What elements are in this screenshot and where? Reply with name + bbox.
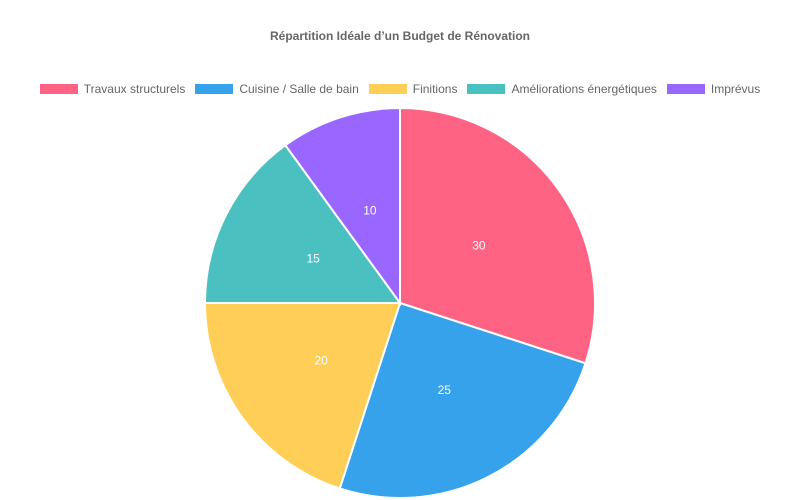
pie-slice-travaux-structurels[interactable] — [399, 106, 596, 365]
pie-slice-finitions[interactable] — [203, 302, 402, 490]
legend-swatch — [666, 84, 705, 94]
legend-swatch — [467, 84, 506, 94]
legend-item-cuisine-salle-de-bain[interactable]: Cuisine / Salle de bain — [195, 82, 359, 96]
pie-slice-ameliorations-energetiques[interactable] — [203, 143, 402, 304]
slice-value-label: 20 — [314, 353, 328, 367]
legend-item-imprevus[interactable]: Imprévus — [666, 82, 761, 96]
slice-value-label: 15 — [306, 252, 320, 266]
pie-slice-imprevus[interactable] — [283, 106, 401, 307]
slice-value-label: 30 — [472, 239, 486, 253]
legend-label: Finitions — [412, 82, 458, 96]
chart-title: Répartition Idéale d’un Budget de Rénova… — [269, 29, 530, 43]
legend-item-ameliorations-energetiques[interactable]: Améliorations énergétiques — [467, 82, 657, 96]
pie-slice-cuisine-salle-de-bain[interactable] — [338, 301, 587, 499]
legend-label: Travaux structurels — [83, 82, 186, 96]
legend-label: Améliorations énergétiques — [511, 82, 657, 96]
legend-swatch — [195, 84, 234, 94]
legend-label: Imprévus — [710, 82, 761, 96]
legend-label: Cuisine / Salle de bain — [239, 82, 359, 96]
legend-item-finitions[interactable]: Finitions — [368, 82, 458, 96]
legend-item-travaux-structurels[interactable]: Travaux structurels — [39, 82, 186, 96]
chart-legend: Travaux structurels Cuisine / Salle de b… — [0, 82, 800, 96]
slice-value-label: 10 — [363, 203, 377, 217]
slice-value-label: 25 — [438, 383, 452, 397]
legend-swatch — [368, 84, 407, 94]
legend-swatch — [39, 84, 78, 94]
